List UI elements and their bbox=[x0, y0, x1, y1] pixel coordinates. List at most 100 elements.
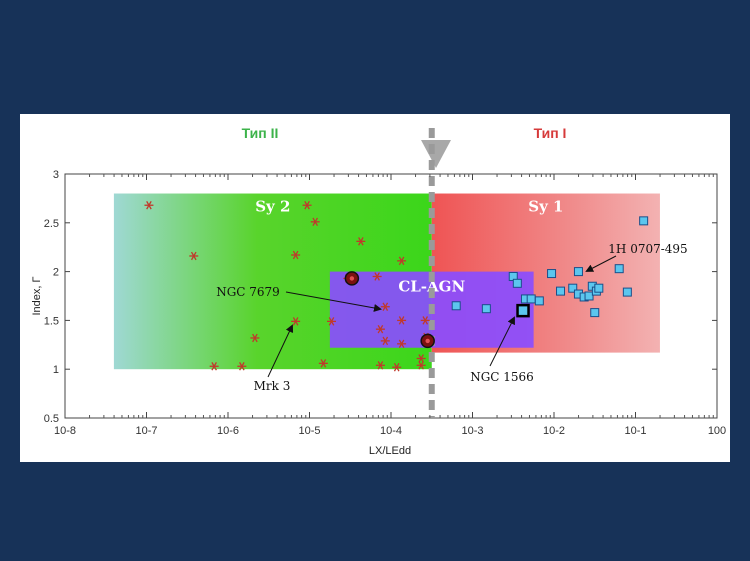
sy2-point bbox=[416, 361, 426, 370]
sy1-point bbox=[481, 304, 491, 314]
sy2-point-stroke bbox=[252, 333, 258, 343]
x-axis-label: LX/LEdd bbox=[369, 445, 411, 457]
sy2-point bbox=[291, 317, 301, 326]
y-tick-label: 2.5 bbox=[44, 218, 59, 230]
sy2-point-stroke bbox=[239, 362, 245, 371]
region-label-sy-1: Sy 1 bbox=[528, 198, 563, 216]
annotation-arrow-1h-0707-495 bbox=[585, 255, 617, 272]
sy1-point bbox=[594, 283, 604, 293]
sy2-point bbox=[209, 362, 219, 371]
sy2-point bbox=[416, 354, 426, 363]
sy2-point-stroke bbox=[382, 336, 389, 346]
sy2-point bbox=[250, 333, 260, 343]
sy2-point-stroke bbox=[190, 251, 197, 261]
sy2-point bbox=[318, 359, 328, 368]
sy2-point-stroke bbox=[422, 316, 429, 325]
region-label-cl-agn: CL-AGN bbox=[398, 278, 465, 296]
sy2-point bbox=[392, 363, 402, 372]
sy2-point bbox=[291, 250, 301, 260]
sy2-point-stroke bbox=[320, 359, 327, 368]
sy2-point bbox=[397, 256, 407, 266]
annotation-1h-0707-495: 1H 0707-495 bbox=[608, 242, 687, 256]
sy2-point-stroke bbox=[292, 317, 299, 326]
x-tick-label: 10-6 bbox=[217, 425, 239, 437]
sy1-point bbox=[534, 296, 544, 306]
sy2-point bbox=[420, 316, 430, 325]
sy2-point-stroke bbox=[304, 201, 310, 210]
y-axis-label: Index, Γ bbox=[31, 276, 43, 315]
x-tick-label: 10-3 bbox=[461, 425, 483, 437]
y-tick-label: 2 bbox=[53, 267, 59, 279]
chart: Тип II Тип I Sy 2 Sy 1 CL-AGN 0.5 1 1.5 2 2.5 3… bbox=[31, 125, 726, 457]
sy1-point bbox=[590, 308, 600, 318]
x-tick-label: 10-1 bbox=[624, 425, 646, 437]
sy1-point bbox=[639, 216, 649, 226]
sy2-point-stroke bbox=[211, 362, 217, 371]
annotation-ngc-7679: NGC 7679 bbox=[216, 285, 280, 299]
annotation-ngc-1566: NGC 1566 bbox=[470, 370, 534, 384]
sy2-point-stroke bbox=[328, 317, 335, 326]
sy2-point bbox=[380, 336, 390, 346]
sy2-point bbox=[302, 201, 312, 210]
highlight-core bbox=[349, 276, 355, 281]
sy2-point-stroke bbox=[382, 302, 389, 311]
annotation-arrow-ngc-7679 bbox=[285, 291, 382, 312]
sy1-point bbox=[547, 269, 557, 279]
slide-panel: Тип II Тип I Sy 2 Sy 1 CL-AGN 0.5 1 1.5 2 2.5 3… bbox=[20, 114, 730, 462]
divider-arrow-head bbox=[421, 140, 451, 168]
sy2-point bbox=[380, 302, 390, 311]
sy2-point bbox=[356, 237, 366, 246]
sy1-point bbox=[556, 286, 566, 296]
sy1-point bbox=[568, 283, 578, 293]
sy2-point bbox=[397, 339, 407, 349]
sy2-point bbox=[375, 324, 385, 334]
annotation-arrow-mrk-3 bbox=[267, 324, 294, 378]
y-tick-label: 0.5 bbox=[44, 413, 59, 425]
sy2-point-stroke bbox=[312, 217, 319, 227]
sy2-point bbox=[375, 361, 385, 370]
y-tick-label: 1.5 bbox=[44, 315, 59, 327]
x-tick-label: 10-7 bbox=[135, 425, 157, 437]
sy1-point bbox=[512, 278, 522, 288]
x-tick-label: 10-8 bbox=[54, 425, 76, 437]
sy2-point-stroke bbox=[374, 272, 380, 281]
y-tick-label: 3 bbox=[53, 169, 59, 181]
sy2-point bbox=[237, 362, 247, 371]
sy2-point bbox=[327, 317, 337, 326]
points-layer bbox=[144, 201, 649, 372]
sy1-point bbox=[622, 287, 632, 297]
sy2-point-stroke bbox=[292, 250, 299, 260]
x-tick-label: 10-4 bbox=[380, 425, 402, 437]
sy2-point bbox=[372, 272, 382, 281]
x-tick-label: 10-5 bbox=[298, 425, 320, 437]
sy2-point bbox=[189, 251, 199, 261]
sy1-point bbox=[584, 291, 594, 301]
y-tick-label: 1 bbox=[53, 364, 59, 376]
sy2-point bbox=[310, 217, 320, 227]
x-tick-label: 10-2 bbox=[543, 425, 565, 437]
sy2-point-stroke bbox=[377, 324, 384, 334]
sy2-point-stroke bbox=[398, 316, 405, 325]
sy2-point-stroke bbox=[418, 354, 424, 363]
annotation-mrk-3: Mrk 3 bbox=[254, 379, 291, 393]
sy2-point-stroke bbox=[418, 361, 424, 370]
sy2-point-stroke bbox=[393, 363, 400, 372]
highlight-ngc-1566 bbox=[516, 303, 530, 318]
type-2-label: Тип II bbox=[242, 125, 279, 141]
sy2-point-stroke bbox=[146, 201, 152, 210]
regions-layer: Sy 2 Sy 1 CL-AGN bbox=[113, 193, 660, 370]
sy1-point bbox=[614, 264, 624, 274]
sy2-point bbox=[144, 201, 154, 210]
x-tick-label: 100 bbox=[708, 425, 726, 437]
sy2-point-stroke bbox=[398, 339, 405, 349]
sy2-point-stroke bbox=[377, 361, 384, 370]
sy1-point bbox=[573, 267, 583, 277]
highlight-core bbox=[425, 338, 430, 344]
sy2-point bbox=[397, 316, 407, 325]
sy2-point-stroke bbox=[398, 256, 405, 266]
sy1-point bbox=[526, 294, 536, 304]
type-1-label: Тип I bbox=[534, 125, 567, 141]
region-label-sy-2: Sy 2 bbox=[255, 198, 290, 216]
sy1-point bbox=[451, 301, 461, 311]
annotation-arrow-ngc-1566 bbox=[489, 316, 515, 367]
